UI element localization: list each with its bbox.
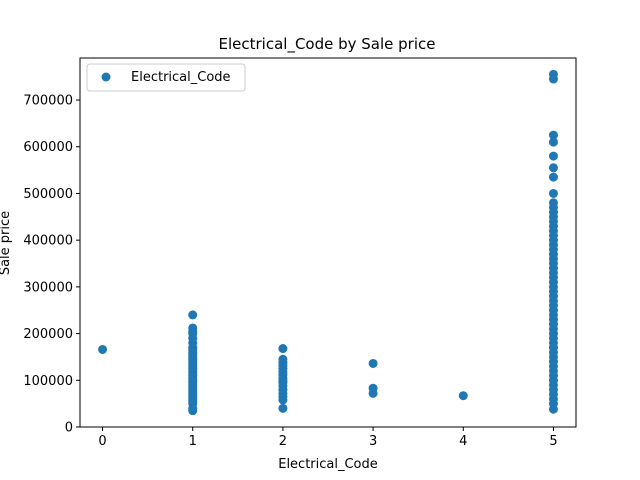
y-tick-label: 0 [65,421,73,436]
data-point [548,188,558,198]
data-point [548,130,558,140]
legend-label: Electrical_Code [131,70,231,85]
data-point [548,198,558,208]
data-point [548,163,558,173]
x-tick-label: 3 [369,434,377,449]
x-tick-label: 5 [549,434,557,449]
y-tick-label: 200000 [23,327,73,342]
data-point [188,310,198,320]
y-tick-label: 700000 [23,94,73,109]
data-point [458,391,468,401]
y-axis-label: Sale price [0,211,13,275]
data-point [548,172,558,182]
x-axis: 0 1 2 3 4 5 [98,427,558,449]
y-tick-label: 100000 [23,374,73,389]
x-tick-label: 2 [279,434,287,449]
y-axis: 0 100000 200000 300000 400000 500000 600000 700… [23,94,80,436]
legend-marker [101,72,111,82]
data-point [548,137,558,147]
data-point [368,383,378,393]
data-point [98,344,108,354]
legend-box [86,63,246,92]
data-point [548,69,558,79]
points-layer [98,69,558,416]
x-tick-label: 1 [189,434,197,449]
data-point [278,403,288,413]
chart-title: Electrical_Code by Sale price [219,35,436,54]
y-tick-label: 600000 [23,140,73,155]
data-point [278,344,288,354]
data-point [548,151,558,161]
x-tick-label: 0 [98,434,106,449]
data-point [278,354,288,364]
y-tick-label: 400000 [23,234,73,249]
legend: Electrical_Code [86,63,246,92]
plot-frame [79,57,577,428]
x-tick-label: 4 [459,434,467,449]
x-axis-label: Electrical_Code [278,457,378,472]
data-point [188,323,198,333]
y-tick-label: 300000 [23,280,73,295]
data-point [368,358,378,368]
y-tick-label: 500000 [23,187,73,202]
